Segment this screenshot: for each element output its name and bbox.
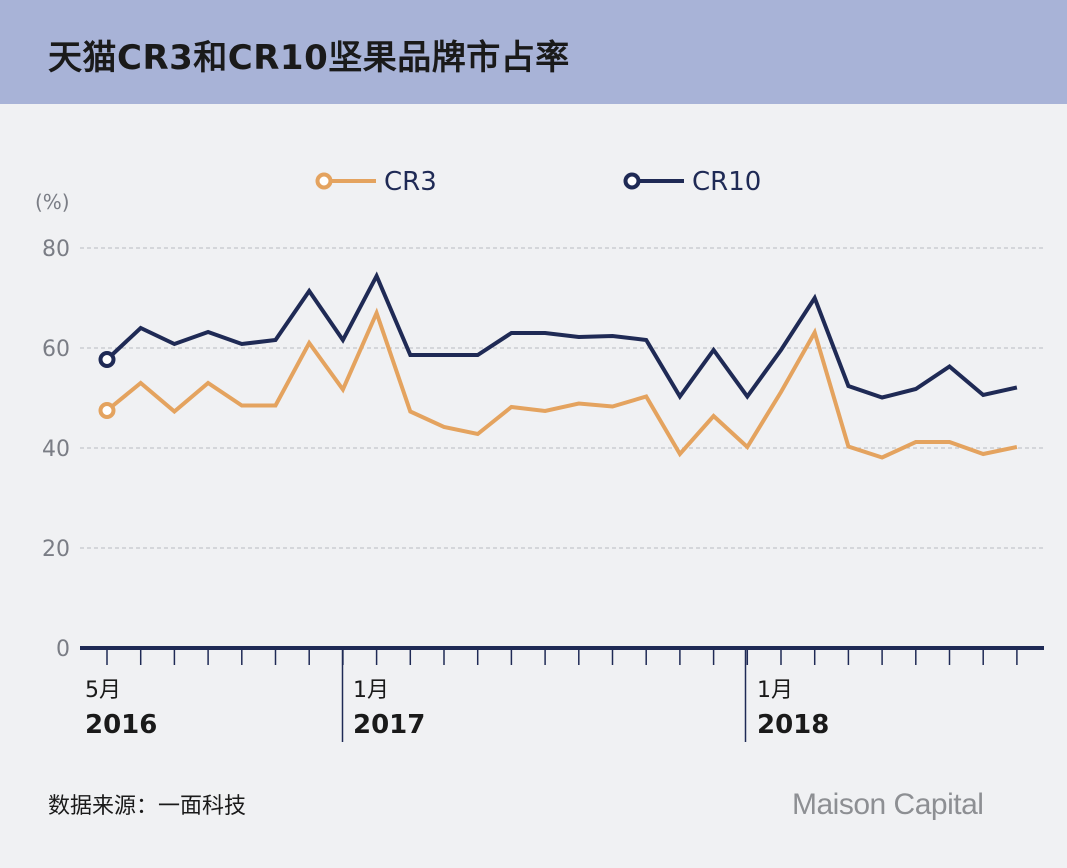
- y-tick-label: 20: [42, 537, 70, 562]
- series-line-cr3: [105, 307, 1018, 460]
- x-tick-year-label: 2018: [757, 710, 829, 740]
- legend-label: CR3: [384, 167, 437, 197]
- chart-title: 天猫CR3和CR10坚果品牌市占率: [48, 38, 570, 78]
- x-tick-month-label: 1月: [353, 678, 389, 703]
- series-start-marker-cr3: [98, 402, 116, 419]
- brand-logo: Maison Capital: [792, 788, 984, 821]
- x-tick-month-label: 1月: [757, 678, 793, 703]
- y-tick-label: 80: [42, 237, 70, 262]
- y-tick-label: 0: [56, 637, 70, 662]
- x-tick-month-label: 5月: [85, 678, 121, 703]
- y-tick-label: 60: [42, 337, 70, 362]
- legend-marker: [623, 172, 641, 190]
- title-bar: 天猫CR3和CR10坚果品牌市占率: [0, 0, 1067, 104]
- series-start-marker-cr10: [98, 351, 116, 368]
- y-tick-label: 40: [42, 437, 70, 462]
- series-line-cr10: [105, 271, 1018, 401]
- legend-marker: [315, 172, 333, 190]
- data-source: 数据来源：一面科技: [48, 794, 247, 819]
- y-axis-label: (%): [35, 190, 70, 214]
- x-tick-year-label: 2016: [85, 710, 157, 740]
- x-tick-year-label: 2017: [353, 710, 425, 740]
- legend-label: CR10: [692, 167, 761, 197]
